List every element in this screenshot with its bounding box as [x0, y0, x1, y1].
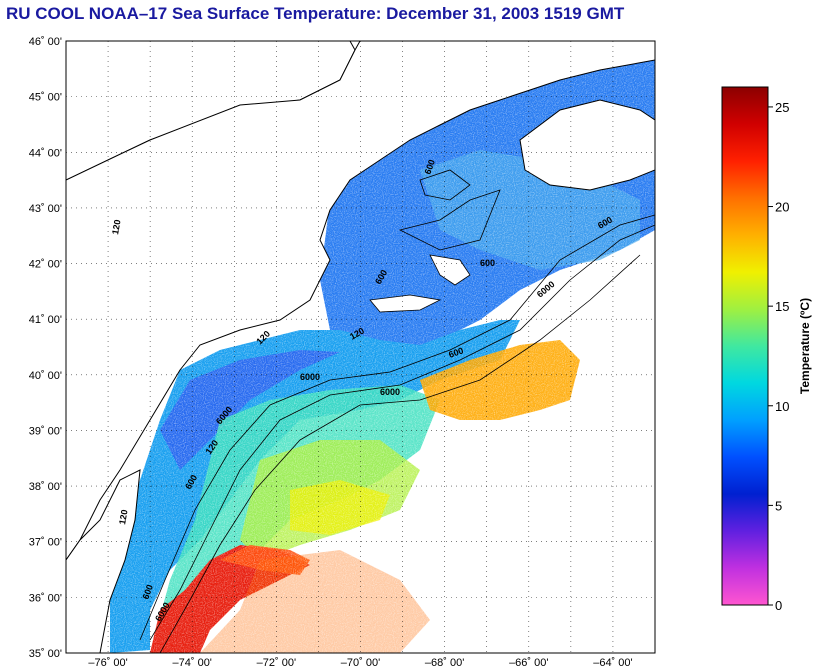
colorbar-ticks: 25 20 15 10 5 0 [768, 100, 789, 613]
land-nova-scotia [519, 99, 655, 191]
sst-field [66, 41, 655, 653]
lon-label: –70˚ 00' [341, 657, 380, 669]
lat-label: 43˚ 00' [29, 203, 62, 215]
lon-label: –68˚ 00' [425, 657, 464, 669]
land-cape-cod [429, 254, 471, 286]
longitude-labels: –76˚ 00' –74˚ 00' –72˚ 00' –70˚ 00' –68˚ 00'… [88, 657, 632, 669]
lon-label: –64˚ 00' [593, 657, 632, 669]
lon-label: –72˚ 00' [257, 657, 296, 669]
isobath-label: 600 [480, 258, 495, 268]
land-long-island [369, 294, 442, 313]
colorbar-tick-label: 25 [775, 100, 789, 115]
isobath-label: 6000 [380, 387, 400, 397]
land-chesapeake [66, 469, 141, 653]
graticule [66, 41, 656, 653]
lon-label: –66˚ 00' [509, 657, 548, 669]
lat-label: 42˚ 00' [29, 259, 62, 271]
isobath-label: 120 [117, 509, 129, 526]
lon-label: –74˚ 00' [173, 657, 212, 669]
latitude-labels: 46˚ 00' 45˚ 00' 44˚ 00' 43˚ 00' 42˚ 00' 41˚ 0… [29, 36, 62, 660]
colorbar-tick-label: 0 [775, 598, 782, 613]
land-new-england [66, 41, 655, 561]
lat-label: 37˚ 00' [29, 537, 62, 549]
colorbar: 25 20 15 10 5 0 Temperature (ºC) [721, 86, 812, 613]
lat-label: 35˚ 00' [29, 648, 62, 660]
lat-label: 36˚ 00' [29, 592, 62, 604]
lat-label: 46˚ 00' [29, 36, 62, 48]
map-frame [65, 40, 656, 654]
lat-label: 40˚ 00' [29, 370, 62, 382]
lat-label: 39˚ 00' [29, 425, 62, 437]
colorbar-gradient [721, 86, 769, 606]
colorbar-tick-label: 5 [775, 498, 782, 513]
map-title: RU COOL NOAA–17 Sea Surface Temperature:… [6, 4, 625, 23]
isobath-label: 600 [447, 345, 465, 360]
colorbar-tick-label: 10 [775, 399, 789, 414]
lon-label: –76˚ 00' [88, 657, 127, 669]
colorbar-tick-label: 20 [775, 200, 789, 215]
isobath-label: 6000 [300, 372, 320, 382]
lat-label: 45˚ 00' [29, 92, 62, 104]
isobath-lines [139, 169, 655, 653]
lat-label: 38˚ 00' [29, 481, 62, 493]
colorbar-tick-label: 15 [775, 299, 789, 314]
isobath-label: 120 [110, 219, 122, 236]
lat-label: 41˚ 00' [29, 314, 62, 326]
isobath-label: 600 [422, 158, 437, 176]
colorbar-title: Temperature (ºC) [798, 298, 812, 394]
isobath-label: 600 [140, 583, 155, 601]
lat-label: 44˚ 00' [29, 147, 62, 159]
